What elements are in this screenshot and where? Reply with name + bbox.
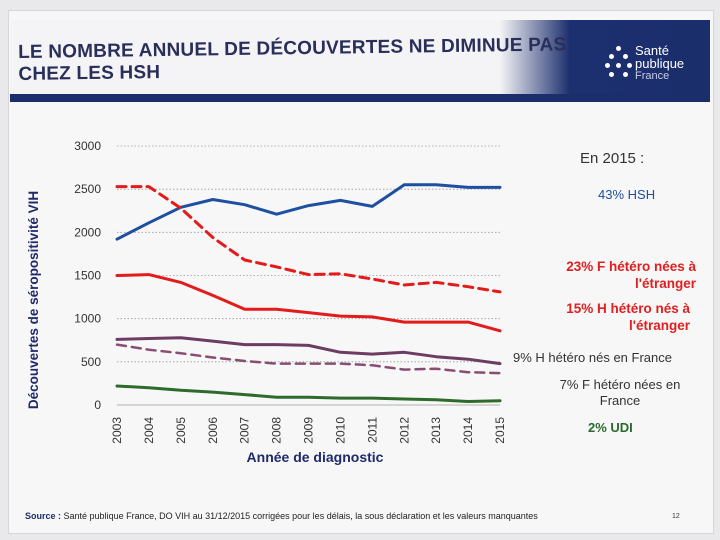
annotation-en-2015: En 2015 : [580, 150, 645, 167]
series-line [115, 185, 502, 294]
logo-dots-icon [605, 46, 633, 82]
y-tick-labels: 0 500 1000 1500 2000 2500 3000 [74, 139, 101, 412]
x-tick-label: 2007 [238, 417, 252, 444]
source-text: Santé publique France, DO VIH au 31/12/2… [63, 511, 538, 521]
x-tick-label: 2012 [397, 417, 411, 444]
annotation-h-hetero-etranger-line2: l'étranger [629, 318, 690, 333]
logo-line-2: publique [635, 56, 685, 71]
y-tick-label: 2000 [74, 225, 101, 239]
series-line [115, 336, 502, 366]
annotation-f-hetero-france-line2: France [599, 393, 641, 408]
header-bar [10, 94, 710, 102]
y-tick-label: 1500 [74, 269, 101, 283]
x-tick-label: 2010 [333, 417, 347, 444]
y-tick-label: 0 [94, 398, 101, 412]
y-tick-label: 500 [81, 355, 101, 369]
chart-grid [117, 145, 500, 406]
sante-publique-logo: Santé publique France [605, 44, 695, 88]
x-tick-label: 2013 [429, 417, 443, 444]
y-axis-label: Découvertes de séropositivité VIH [26, 191, 41, 409]
x-tick-label: 2014 [461, 417, 475, 444]
x-tick-label: 2005 [174, 417, 188, 444]
annotation-h-hetero-france: 9% H hétéro nés en France [513, 350, 672, 365]
x-tick-label: 2009 [302, 417, 316, 444]
x-tick-label: 2003 [110, 417, 124, 444]
chart-series [115, 183, 502, 403]
source-note: Source : Santé publique France, DO VIH a… [25, 511, 538, 521]
annotation-f-hetero-france: 7% F hétéro nées en France [540, 377, 700, 409]
logo-line-1: Santé [635, 43, 669, 58]
annotation-hsh: 43% HSH [598, 187, 656, 202]
source-label: Source : [25, 511, 62, 521]
annotation-f-hetero-france-line1: 7% F hétéro nées en [559, 377, 681, 392]
series-line [115, 384, 502, 403]
x-tick-label: 2008 [270, 417, 284, 444]
logo-line-3: France [635, 70, 670, 82]
x-axis-label: Année de diagnostic [247, 449, 384, 465]
series-line [115, 183, 502, 241]
y-tick-label: 3000 [74, 139, 101, 153]
y-tick-label: 2500 [74, 182, 101, 196]
annotation-f-hetero-etranger: 23% F hétéro nées à l'étranger [520, 258, 696, 292]
x-tick-label: 2015 [493, 417, 507, 444]
x-tick-label: 2004 [142, 417, 156, 444]
x-tick-labels: 2003 2004 2005 2006 2007 2008 2009 2010 2011 2012… [110, 417, 507, 444]
x-tick-label: 2011 [365, 417, 379, 443]
annotation-f-hetero-etranger-line2: l'étranger [635, 276, 696, 291]
annotation-h-hetero-etranger: 15% H hétéro nés à l'étranger [530, 300, 690, 334]
x-tick-label: 2006 [206, 417, 220, 444]
annotation-f-hetero-etranger-line1: 23% F hétéro nées à [566, 259, 696, 274]
page-number: 12 [672, 513, 680, 520]
series-line [115, 343, 502, 375]
annotation-h-hetero-etranger-line1: 15% H hétéro nés à [566, 301, 690, 316]
slide-header: LE NOMBRE ANNUEL DE DÉCOUVERTES NE DIMIN… [10, 20, 710, 102]
series-line [115, 273, 502, 333]
y-tick-label: 1000 [74, 312, 101, 326]
annotation-udi: 2% UDI [588, 420, 633, 435]
